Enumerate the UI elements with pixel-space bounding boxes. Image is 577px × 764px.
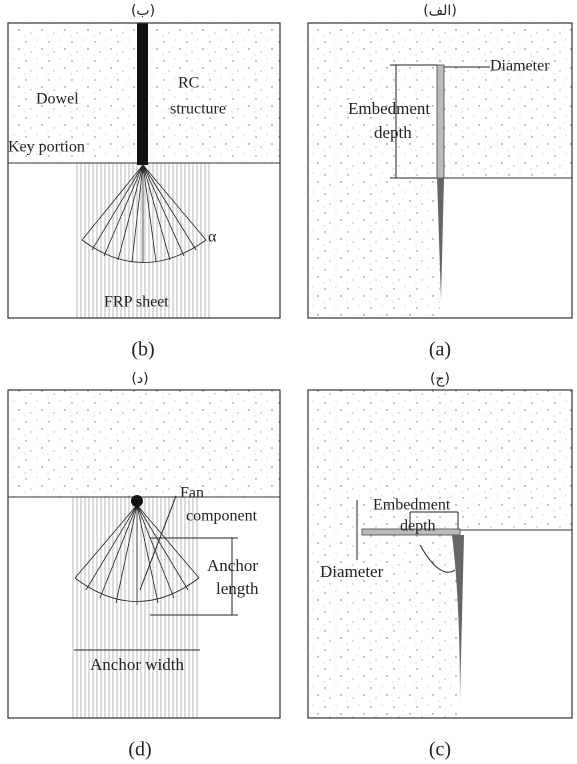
panel-a: Diameter Embedment depth (308, 23, 572, 318)
label: Key portion (8, 139, 85, 156)
panel-b: Dowel RC structure Key portion α FRP she… (8, 23, 280, 318)
label: Embedment (373, 497, 451, 514)
caption-fa: (ب) (131, 3, 155, 19)
label: structure (170, 101, 226, 118)
caption: (d) (128, 739, 151, 761)
panel-d: Fan component Anchor length Anchor width (8, 390, 280, 718)
caption: (b) (131, 339, 154, 361)
label: FRP sheet (104, 294, 169, 311)
label: Anchor width (90, 655, 184, 674)
caption-fa: (د) (131, 371, 148, 387)
label: Embedment (348, 99, 430, 118)
open-area (460, 530, 572, 718)
open-area (440, 178, 572, 318)
anchor-knob (131, 495, 143, 507)
anchor-bar (437, 65, 444, 178)
caption-fa: (الف) (423, 3, 457, 19)
label: Diameter (320, 562, 384, 581)
frp-sheet (70, 497, 200, 718)
figure: (ب) (الف) (b) (a) (د) (ج) (d) (c) Dowel … (0, 0, 577, 764)
label: depth (400, 518, 436, 535)
label: α (208, 229, 217, 246)
panel-c: Embedment depth Diameter (308, 390, 572, 718)
label: length (216, 579, 259, 598)
concrete (8, 390, 280, 497)
label: Diameter (490, 58, 550, 75)
caption: (c) (429, 739, 451, 761)
label: Fan (180, 485, 204, 502)
label: Anchor (207, 556, 258, 575)
caption: (a) (429, 339, 451, 361)
label: Dowel (36, 91, 79, 108)
label: RC (178, 75, 199, 92)
caption-fa: (ج) (430, 371, 450, 387)
label: component (186, 508, 258, 525)
label: depth (374, 123, 412, 142)
dowel-bar (137, 23, 148, 165)
